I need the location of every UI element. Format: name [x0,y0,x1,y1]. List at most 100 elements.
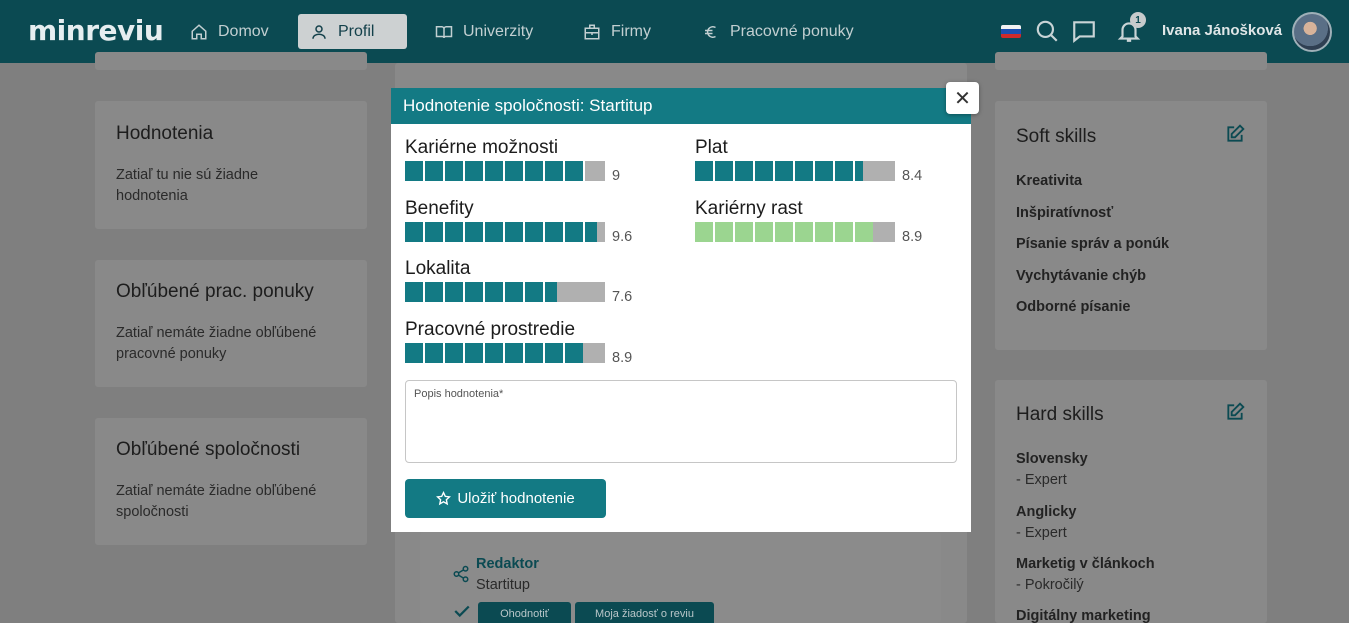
rating-segment[interactable] [585,161,605,181]
hard-skill-level: - Expert [1016,525,1067,541]
rating-segment[interactable] [505,222,525,242]
nav-universities[interactable]: Univerzity [423,14,545,49]
rating-segment[interactable] [465,222,485,242]
rating-segment[interactable] [485,282,505,302]
rating-segment[interactable] [545,161,565,181]
rating-segment[interactable] [405,161,425,181]
rating-segment[interactable] [775,161,795,181]
rating-segment[interactable] [775,222,795,242]
rating-segment[interactable] [405,282,425,302]
nav-companies[interactable]: Firmy [571,14,663,49]
rating-segment[interactable] [445,161,465,181]
rating-segment[interactable] [505,343,525,363]
rating-segment[interactable] [585,222,605,242]
soft-skill-item: Odborné písanie [1016,299,1131,315]
rating-segment[interactable] [445,282,465,302]
nav-job-offers[interactable]: Pracovné ponuky [690,14,866,49]
rating-value: 8.9 [612,350,633,366]
rating-segment[interactable] [425,282,445,302]
rating-segment[interactable] [815,222,835,242]
rate-company-button[interactable]: Ohodnotiť [478,602,571,623]
rating-segment[interactable] [525,343,545,363]
rating-segment[interactable] [525,222,545,242]
rating-segment[interactable] [405,222,425,242]
chat-icon[interactable] [1071,18,1097,44]
language-flag-icon[interactable] [1001,25,1021,38]
rating-segment[interactable] [855,222,875,242]
rating-segment[interactable] [565,222,585,242]
edit-soft-skills-icon[interactable] [1225,124,1245,144]
rating-segment[interactable] [695,161,715,181]
rating-segment[interactable] [485,222,505,242]
rating-segment[interactable] [525,161,545,181]
soft-skill-item: Písanie správ a ponúk [1016,236,1170,252]
rating-segment[interactable] [505,161,525,181]
rating-segment[interactable] [425,343,445,363]
rating-segment[interactable] [835,222,855,242]
rating-bar[interactable] [695,161,895,181]
rating-segment[interactable] [755,222,775,242]
rating-bar[interactable] [405,282,605,302]
rating-segment[interactable] [445,222,465,242]
book-icon [435,25,453,38]
rating-segment[interactable] [545,282,565,302]
rating-segment[interactable] [465,161,485,181]
nav-profile[interactable]: Profil [298,14,407,49]
rating-segment[interactable] [835,161,855,181]
review-request-button[interactable]: Moja žiadosť o reviu [575,602,714,623]
save-rating-button[interactable]: Uložiť hodnotenie [405,479,606,518]
rating-segment[interactable] [585,343,605,363]
rating-segment[interactable] [565,343,585,363]
share-icon[interactable] [452,565,470,583]
rating-segment[interactable] [795,161,815,181]
rating-segment[interactable] [855,161,875,181]
edit-hard-skills-icon[interactable] [1225,402,1245,422]
rating-segment[interactable] [815,161,835,181]
rating-bar[interactable] [695,222,895,242]
star-icon [436,491,452,506]
rating-segment[interactable] [715,161,735,181]
home-icon [191,23,207,39]
rating-segment[interactable] [425,161,445,181]
rating-segment[interactable] [565,161,585,181]
nav-profile-label: Profil [338,22,375,40]
rating-segment[interactable] [445,343,465,363]
rating-segment[interactable] [795,222,815,242]
rating-segment[interactable] [465,343,485,363]
rating-segment[interactable] [505,282,525,302]
nav-job-offers-label: Pracovné ponuky [730,22,854,40]
rating-segment[interactable] [545,222,565,242]
rating-segment[interactable] [525,282,545,302]
rating-segment[interactable] [695,222,715,242]
rating-segment[interactable] [585,282,605,302]
rating-segment[interactable] [755,161,775,181]
save-rating-label: Uložiť hodnotenie [457,490,575,507]
rating-segment[interactable] [875,161,895,181]
rating-segment[interactable] [425,222,445,242]
rating-segment[interactable] [735,222,755,242]
nav-home[interactable]: Domov [178,14,281,49]
rating-segment[interactable] [565,282,585,302]
rating-segment[interactable] [715,222,735,242]
user-name[interactable]: Ivana Jánošková [1162,22,1283,39]
rating-segment[interactable] [485,343,505,363]
rating-segment[interactable] [465,282,485,302]
rating-bar[interactable] [405,222,605,242]
hard-skill-level: - Expert [1016,472,1067,488]
rating-bar[interactable] [405,343,605,363]
search-icon[interactable] [1034,18,1060,44]
user-icon [312,24,326,39]
job-position[interactable]: Redaktor [476,556,539,572]
rating-segment[interactable] [405,343,425,363]
building-icon [584,24,600,39]
rating-segment[interactable] [485,161,505,181]
rating-segment[interactable] [545,343,565,363]
close-button[interactable]: ✕ [946,82,979,114]
rating-segment[interactable] [875,222,895,242]
avatar[interactable] [1292,12,1332,52]
review-description-input[interactable]: Popis hodnotenia* [405,380,957,463]
rating-bar[interactable] [405,161,605,181]
logo[interactable]: min⁠reviu [28,14,164,47]
rating-segment[interactable] [735,161,755,181]
favorite-companies-text: Zatiaľ nemáte žiadne obľúbené spoločnost… [116,483,317,520]
